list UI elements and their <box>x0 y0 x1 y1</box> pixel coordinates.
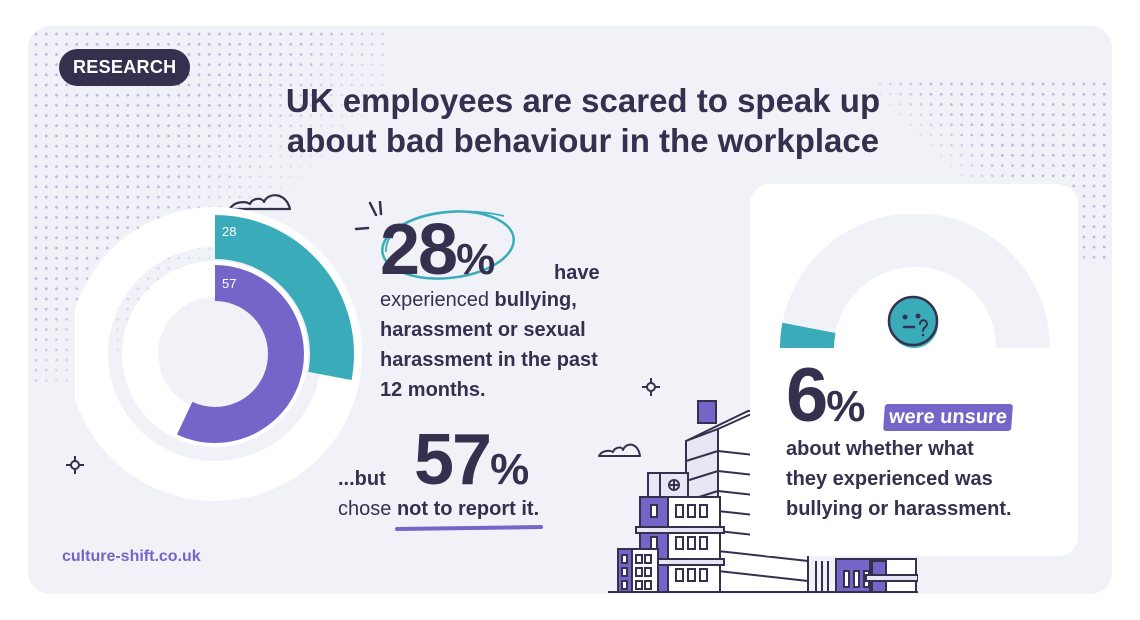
stat-number-6: 6% <box>786 353 866 438</box>
cloud-icon <box>598 443 641 457</box>
title-line-2: about bad behaviour in the workplace <box>286 122 880 159</box>
inner-ring-label: 57 <box>222 276 236 291</box>
research-badge: RESEARCH <box>59 49 191 86</box>
stat-number-57: 57% <box>414 420 530 500</box>
stat-description: experienced bullying, harassment or sexu… <box>380 289 598 401</box>
semicircle-gauge-chart <box>780 214 1050 348</box>
emphasis-lines-icon <box>354 201 383 231</box>
confused-face-icon <box>887 295 939 348</box>
outer-ring-segment-28 <box>76 215 354 493</box>
unsure-stat-panel: 6% were unsure about whether what they e… <box>750 184 1078 556</box>
infographic-card: RESEARCH UK employees are scared to spea… <box>28 26 1112 594</box>
stat-experienced: 28% have experienced bullying, harassmen… <box>380 206 680 405</box>
outer-ring-label: 28 <box>222 224 236 239</box>
stat-not-reported: ...but 57% chose not to report it. <box>338 424 628 524</box>
teal-circle-scribble <box>381 210 515 280</box>
highlighted-phrase: were unsure <box>883 404 1013 431</box>
website-link[interactable]: culture-shift.co.uk <box>62 548 201 565</box>
stat-prefix-but: ...but <box>338 468 386 490</box>
sparkle-icon <box>66 456 84 474</box>
concentric-donut-chart: 28 57 <box>75 207 362 501</box>
sparkle-icon <box>642 378 660 396</box>
city-buildings-illustration <box>608 400 918 593</box>
underlined-phrase: not to report it. <box>397 494 539 524</box>
stat-lead-have: have <box>554 262 600 284</box>
stat-description: about whether what they experienced was … <box>786 438 1012 520</box>
stat-number-28: 28% <box>380 210 496 290</box>
inner-ring-segment-57 <box>126 265 304 443</box>
gauge-segment-6 <box>780 322 836 348</box>
cloud-icon <box>228 194 292 211</box>
page-title: UK employees are scared to speak up abou… <box>278 81 888 161</box>
stat-unsure: 6% were unsure about whether what they e… <box>786 358 1076 524</box>
stat-description: chose not to report it. <box>338 494 628 524</box>
title-line-1: UK employees are scared to speak up <box>285 82 881 119</box>
